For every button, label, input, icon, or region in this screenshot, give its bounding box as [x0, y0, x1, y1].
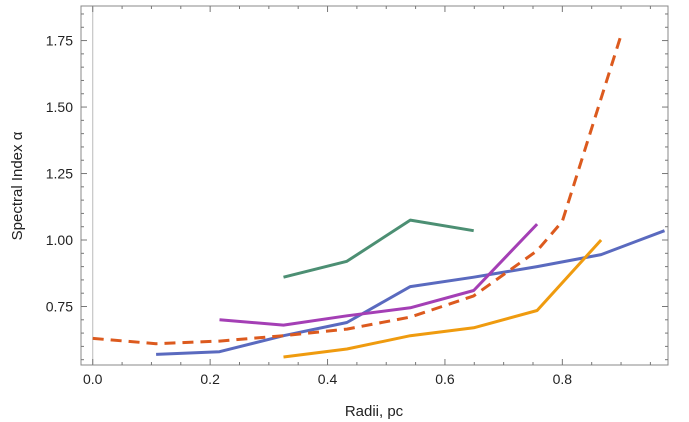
series-line-1	[283, 218, 474, 279]
series-line-2	[156, 229, 666, 356]
series-line-5	[283, 238, 603, 359]
plot-frame	[80, 5, 669, 366]
x-tick-label: 0.8	[553, 371, 573, 387]
tick-marks	[81, 6, 668, 365]
x-tick-label: 0.4	[318, 371, 338, 387]
y-tick-label: 0.75	[46, 298, 73, 314]
y-axis-label: Spectral Index α	[9, 131, 26, 240]
x-tick-label: 0.6	[435, 371, 455, 387]
x-tick-label: 0.0	[83, 371, 103, 387]
y-tick-label: 1.50	[46, 99, 73, 115]
y-tick-label: 1.25	[46, 166, 73, 182]
tick-labels: 0.0 0.2 0.4 0.6 0.8 0.75 1.00 1.25 1.50 1.75	[46, 33, 573, 387]
x-tick-label: 0.2	[200, 371, 220, 387]
series-group	[92, 34, 666, 359]
series-line-3	[219, 223, 539, 327]
y-tick-label: 1.75	[46, 33, 73, 49]
y-tick-label: 1.00	[46, 232, 73, 248]
x-axis-label: Radii, pc	[345, 403, 404, 420]
series-line-4	[92, 34, 623, 346]
